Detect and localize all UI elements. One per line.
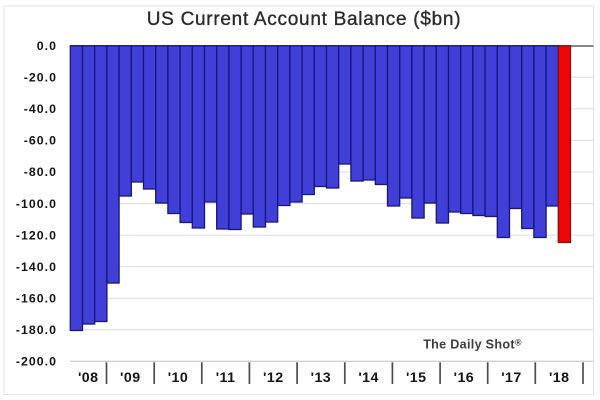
svg-text:-160.0: -160.0 [16, 291, 57, 305]
svg-text:'08: '08 [78, 370, 99, 386]
svg-text:-20.0: -20.0 [24, 71, 57, 85]
svg-text:The Daily Shot®: The Daily Shot® [423, 338, 522, 352]
svg-text:'12: '12 [263, 370, 284, 386]
svg-text:'14: '14 [358, 370, 379, 386]
svg-text:-140.0: -140.0 [16, 260, 57, 274]
svg-text:US Current Account Balance ($b: US Current Account Balance ($bn) [147, 9, 462, 30]
svg-text:-60.0: -60.0 [24, 134, 57, 148]
svg-text:-120.0: -120.0 [16, 228, 57, 242]
svg-text:-40.0: -40.0 [24, 102, 57, 116]
svg-text:-80.0: -80.0 [24, 165, 57, 179]
svg-text:0.0: 0.0 [37, 39, 57, 53]
svg-text:'17: '17 [501, 370, 522, 386]
svg-text:'15: '15 [406, 370, 427, 386]
svg-text:'09: '09 [120, 370, 141, 386]
svg-text:'16: '16 [454, 370, 475, 386]
svg-text:'10: '10 [168, 370, 189, 386]
svg-text:-100.0: -100.0 [16, 197, 57, 211]
svg-text:-180.0: -180.0 [16, 323, 57, 337]
svg-text:'11: '11 [216, 370, 236, 386]
svg-text:-200.0: -200.0 [16, 355, 57, 369]
svg-text:'13: '13 [311, 370, 332, 386]
svg-text:'18: '18 [549, 370, 570, 386]
